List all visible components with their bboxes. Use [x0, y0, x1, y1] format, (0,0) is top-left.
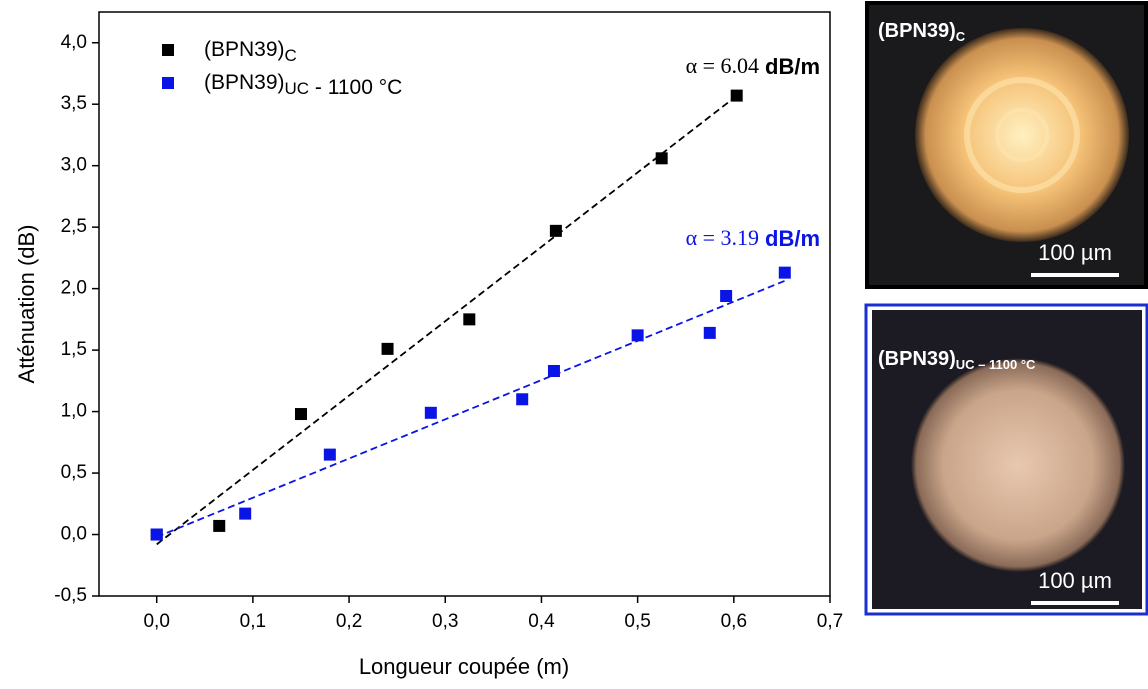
- image-label: (BPN39)C: [878, 20, 966, 44]
- point: [463, 313, 476, 326]
- y-tick-label: 4,0: [61, 32, 87, 53]
- y-tick-label: -0,5: [54, 585, 87, 606]
- point: [323, 448, 336, 461]
- point: [547, 365, 560, 378]
- y-tick-label: 3,0: [61, 155, 87, 176]
- x-axis-label: Longueur coupée (m): [359, 654, 569, 679]
- point: [516, 393, 529, 406]
- legend-label: (BPN39)C: [204, 38, 297, 66]
- legend-marker: [162, 44, 174, 56]
- scale-label: 100 µm: [1038, 568, 1112, 593]
- legend-suffix: - 1100 °C: [309, 76, 402, 99]
- legend-name: (BPN39): [204, 71, 285, 94]
- image-label-subscript: C: [956, 29, 966, 44]
- point: [631, 329, 644, 342]
- y-tick-label: 1,5: [61, 339, 87, 360]
- point: [294, 408, 307, 421]
- point: [424, 406, 437, 419]
- chart: Longueur coupée (m) Atténuation (dB) 0,0…: [14, 11, 843, 679]
- annotation: α = 6.04 dB/m: [686, 53, 820, 79]
- plot-frame: [98, 11, 831, 597]
- point: [213, 519, 226, 532]
- annotation-unit: dB/m: [765, 54, 820, 79]
- point: [720, 290, 733, 303]
- point: [549, 224, 562, 237]
- point: [381, 342, 394, 355]
- image-label: (BPN39)UC – 1100 °C: [878, 348, 1036, 372]
- y-tick-label: 2,0: [61, 278, 87, 299]
- annotation-unit: dB/m: [765, 226, 820, 251]
- fit-line: [156, 97, 735, 546]
- scale-label: 100 µm: [1038, 240, 1112, 265]
- annotation-text: α = 3.19: [686, 225, 759, 250]
- image-label-subscript: UC – 1100 °C: [956, 357, 1036, 372]
- x-tick-label: 0,6: [721, 611, 747, 632]
- y-tick-label: 0,0: [61, 524, 87, 545]
- x-tick-label: 0,4: [528, 611, 555, 632]
- image-label-name: (BPN39): [878, 20, 956, 42]
- y-axis-label: Atténuation (dB): [14, 225, 39, 384]
- legend-subscript: UC: [285, 79, 310, 98]
- point: [778, 266, 791, 279]
- legend-label: (BPN39)UC - 1100 °C: [204, 71, 402, 99]
- x-tick-label: 0,5: [624, 611, 650, 632]
- y-tick-label: 1,0: [61, 401, 87, 422]
- y-tick-label: 2,5: [61, 216, 87, 237]
- point: [703, 326, 716, 339]
- x-tick-label: 0,2: [336, 611, 362, 632]
- x-tick-label: 0,3: [432, 611, 458, 632]
- legend-name: (BPN39): [204, 38, 285, 61]
- image-label-name: (BPN39): [878, 348, 956, 370]
- image-frame: [864, 303, 1148, 616]
- legend-marker: [162, 77, 174, 89]
- swirl: [964, 77, 1080, 193]
- point: [239, 507, 252, 520]
- fit-line: [156, 279, 788, 538]
- fiber-core: [915, 28, 1129, 242]
- annotation: α = 3.19 dB/m: [686, 225, 820, 251]
- x-tick-label: 0,0: [143, 611, 169, 632]
- swirl: [995, 108, 1049, 162]
- x-tick-label: 0,7: [817, 611, 843, 632]
- fiber-core: [911, 358, 1125, 572]
- annotation-text: α = 6.04: [686, 53, 759, 78]
- x-tick-label: 0,1: [240, 611, 266, 632]
- point: [150, 528, 163, 541]
- point: [655, 152, 668, 165]
- legend-subscript: C: [285, 46, 297, 65]
- y-tick-label: 3,5: [61, 93, 87, 114]
- y-tick-label: 0,5: [61, 462, 87, 483]
- point: [730, 89, 743, 102]
